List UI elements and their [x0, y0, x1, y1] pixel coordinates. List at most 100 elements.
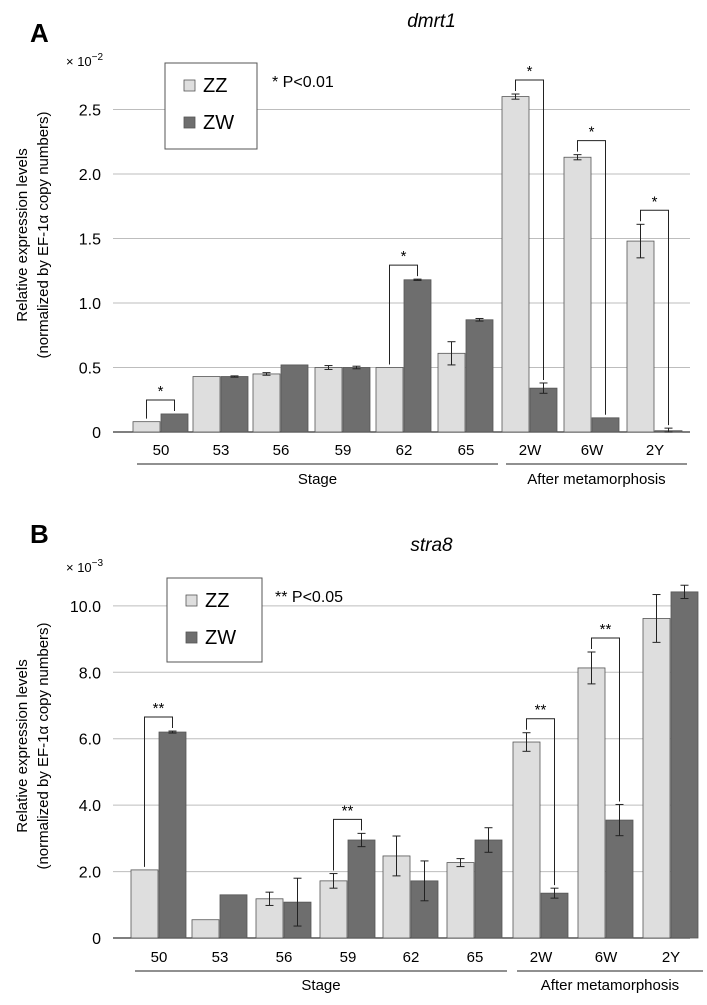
- significance-mark: *: [589, 124, 595, 141]
- legend-swatch-zw: [185, 631, 198, 644]
- bar-zz: [375, 367, 404, 433]
- x-group-label-after: After metamorphosis: [527, 471, 665, 488]
- legend-label-zz: ZZ: [205, 590, 229, 612]
- chart-title: dmrt1: [407, 11, 456, 32]
- legend-label-zz: ZZ: [203, 75, 227, 97]
- bar-zw: [403, 279, 432, 433]
- y-tick-label: 10.0: [70, 599, 101, 616]
- legend-label-zw: ZW: [203, 112, 234, 134]
- x-tick-label: 50: [153, 442, 170, 459]
- significance-mark: *: [527, 63, 533, 80]
- significance-bracket: [389, 264, 418, 365]
- x-tick-label: 53: [213, 442, 230, 459]
- x-tick-label: 50: [151, 949, 168, 966]
- bar-zw: [220, 376, 249, 433]
- bar-zw: [605, 819, 634, 939]
- bar-zw: [474, 839, 503, 939]
- y-scale-exponent: −3: [92, 558, 104, 569]
- x-tick-label: 53: [212, 949, 229, 966]
- bar-zw: [591, 417, 620, 433]
- y-axis-title-line2: (normalized by EF-1α copy numbers): [35, 111, 52, 358]
- x-tick-label: 59: [335, 442, 352, 459]
- significance-mark: **: [600, 621, 612, 638]
- legend-swatch-zz: [183, 79, 196, 92]
- significance-mark: *: [401, 248, 407, 265]
- y-tick-label: 4.0: [79, 798, 101, 815]
- chart-title: stra8: [410, 535, 453, 556]
- x-tick-label: 65: [458, 442, 475, 459]
- x-tick-label: 2W: [530, 949, 553, 966]
- bar-zz: [252, 373, 281, 433]
- panel-letter: B: [30, 519, 49, 549]
- y-axis-title-line1: Relative expression levels: [14, 148, 31, 321]
- significance-mark: *: [652, 193, 658, 210]
- significance-mark: **: [342, 802, 354, 819]
- bar-zw: [280, 364, 309, 433]
- significance-bracket: [577, 140, 606, 415]
- significance-bracket: [640, 209, 669, 426]
- x-tick-label: 59: [340, 949, 357, 966]
- significance-bracket: [591, 637, 620, 802]
- y-axis-title-line2: (normalized by EF-1α copy numbers): [35, 622, 52, 869]
- panel-letter: A: [30, 18, 49, 48]
- x-tick-label: 6W: [581, 442, 604, 459]
- x-tick-label: 2Y: [646, 442, 664, 459]
- bar-zw: [347, 839, 376, 939]
- bar-zz: [319, 880, 348, 939]
- bar-zz: [192, 376, 221, 433]
- x-group-label-stage: Stage: [298, 471, 337, 488]
- x-tick-label: 62: [403, 949, 420, 966]
- y-tick-label: 2.0: [79, 865, 101, 882]
- x-tick-label: 65: [467, 949, 484, 966]
- significance-mark: *: [158, 383, 164, 400]
- bar-zw: [219, 894, 248, 939]
- x-group-label-after: After metamorphosis: [541, 977, 679, 994]
- y-axis-title-line1: Relative expression levels: [14, 659, 31, 832]
- y-tick-label: 0: [92, 931, 101, 948]
- x-group-label-stage: Stage: [301, 977, 340, 994]
- y-tick-label: 1.0: [79, 296, 101, 313]
- bar-zz: [577, 667, 606, 939]
- significance-bracket: [526, 718, 555, 886]
- significance-note: ** P<0.05: [275, 589, 343, 606]
- bar-zz: [501, 96, 530, 433]
- legend: ZZ ZW: [164, 62, 258, 150]
- bar-zz: [132, 421, 161, 433]
- bar-zz: [446, 862, 475, 939]
- y-tick-label: 2.0: [79, 167, 101, 184]
- bar-zz: [626, 240, 655, 433]
- y-scale-base: × 10: [66, 54, 92, 69]
- legend-box: [164, 62, 258, 150]
- bar-zw: [158, 731, 187, 939]
- bar-zz: [642, 618, 671, 939]
- legend: ZZ ZW: [166, 577, 263, 663]
- bar-zw: [529, 387, 558, 433]
- y-tick-label: 0.5: [79, 361, 101, 378]
- y-tick-label: 6.0: [79, 732, 101, 749]
- x-tick-label: 2Y: [662, 949, 680, 966]
- y-tick-label: 1.5: [79, 232, 101, 249]
- bar-zw: [342, 367, 371, 433]
- y-scale-exponent: −2: [92, 52, 104, 63]
- x-tick-label: 6W: [595, 949, 618, 966]
- legend-box: [166, 577, 263, 663]
- x-tick-label: 56: [276, 949, 293, 966]
- bar-zw: [540, 892, 569, 939]
- y-scale-label: × 10−2: [66, 52, 104, 69]
- bar-zz: [130, 869, 159, 939]
- legend-swatch-zw: [183, 116, 196, 129]
- bar-zw: [465, 319, 494, 433]
- legend-label-zw: ZW: [205, 627, 236, 649]
- significance-mark: **: [153, 700, 165, 717]
- x-tick-label: 2W: [519, 442, 542, 459]
- significance-mark: **: [535, 702, 547, 719]
- bar-zz: [512, 741, 541, 939]
- bar-zz: [191, 919, 220, 939]
- bar-zz: [563, 156, 592, 433]
- y-scale-label: × 10−3: [66, 558, 104, 575]
- bar-zz: [314, 367, 343, 433]
- significance-bracket: [144, 716, 173, 867]
- legend-swatch-zz: [185, 594, 198, 607]
